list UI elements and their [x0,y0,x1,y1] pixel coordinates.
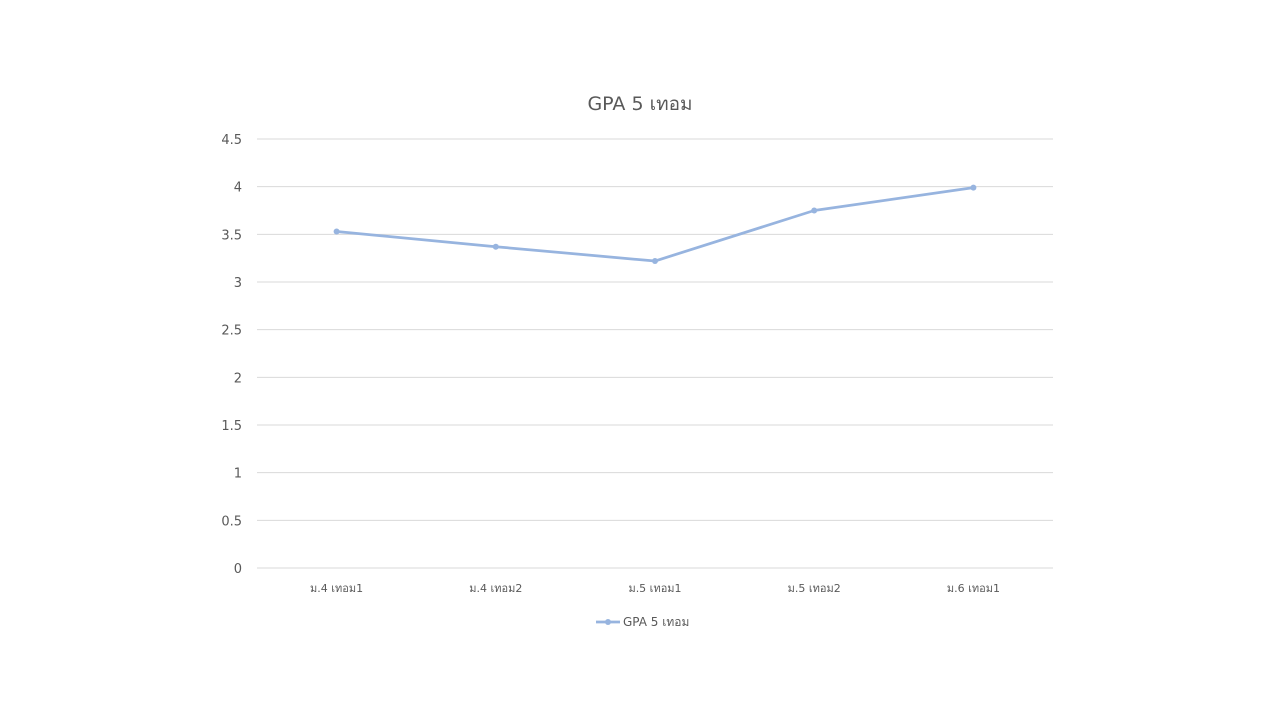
legend-series-marker [605,619,611,625]
x-tick-label: ม.4 เทอม1 [310,582,363,595]
legend-series-label: GPA 5 เทอม [623,615,689,629]
x-axis-ticks: ม.4 เทอม1 ม.4 เทอม2 ม.5 เทอม1 ม.5 เทอม2 ม.6 … [310,582,1000,595]
data-point [970,184,977,191]
gridlines [257,138,1053,569]
data-point [652,258,658,265]
y-tick-label: 1.5 [221,419,242,434]
y-tick-label: 2 [234,371,242,386]
y-tick-label: 2.5 [221,324,242,339]
y-tick-label: 0 [234,562,242,577]
y-tick-label: 0.5 [221,514,242,529]
y-tick-label: 1 [234,467,242,482]
x-tick-label: ม.5 เทอม2 [788,582,841,595]
data-point [333,228,340,235]
series-layer [333,184,977,265]
y-tick-label: 4 [234,181,242,196]
y-tick-label: 4.5 [221,133,242,148]
legend: GPA 5 เทอม [596,615,689,629]
x-tick-label: ม.6 เทอม1 [947,582,1000,595]
y-axis-ticks: 0 0.5 1 1.5 2 2.5 3 3.5 4 4.5 [221,133,242,577]
data-point [492,243,499,250]
x-tick-label: ม.5 เทอม1 [628,582,681,595]
y-tick-label: 3 [234,276,242,291]
y-tick-label: 3.5 [221,228,242,243]
chart-title: GPA 5 เทอม [587,93,692,115]
series-line [335,186,975,263]
data-point [811,207,818,214]
x-tick-label: ม.4 เทอม2 [469,582,522,595]
